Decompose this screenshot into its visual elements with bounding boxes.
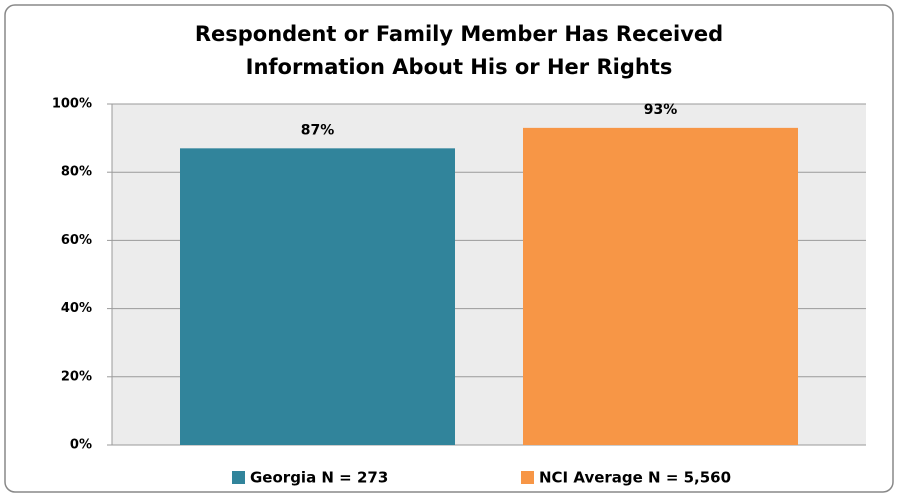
chart-title: Respondent or Family Member Has Received [195, 22, 723, 46]
bar [180, 148, 455, 445]
legend-swatch [232, 471, 245, 484]
chart-title: Information About His or Her Rights [246, 55, 673, 79]
y-tick-label: 60% [61, 233, 92, 248]
bar [523, 127, 798, 446]
legend-label: NCI Average N = 5,560 [539, 469, 731, 487]
y-tick-label: 20% [61, 369, 92, 384]
value-label: 87% [301, 122, 335, 138]
y-tick-label: 100% [52, 97, 92, 112]
y-tick-label: 80% [61, 165, 92, 180]
y-tick-label: 40% [61, 301, 92, 316]
legend-swatch [521, 471, 534, 484]
y-tick-label: 0% [70, 438, 92, 453]
legend-label: Georgia N = 273 [250, 469, 388, 487]
value-label: 93% [644, 102, 678, 118]
